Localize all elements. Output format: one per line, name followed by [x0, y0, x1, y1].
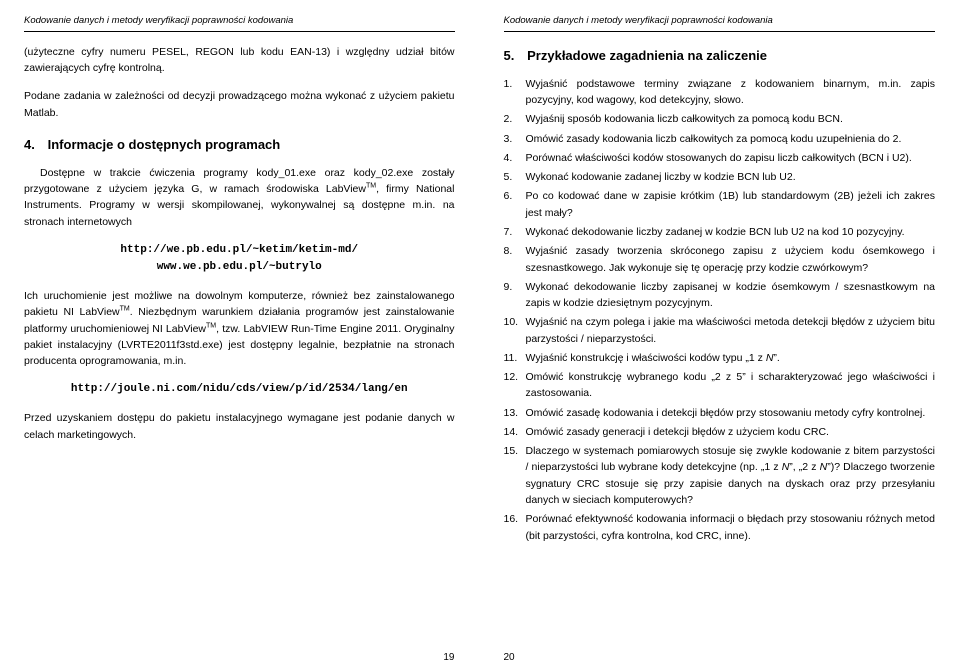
question-number: 2.	[504, 111, 524, 127]
tm-sup: TM	[206, 322, 216, 329]
question-item: 8.Wyjaśnić zasady tworzenia skróconego z…	[526, 243, 936, 276]
question-number: 13.	[504, 405, 524, 421]
question-item: 14.Omówić zasady generacji i detekcji bł…	[526, 424, 936, 440]
url-1: http://we.pb.edu.pl/~ketim/ketim-md/	[24, 242, 455, 259]
question-item: 12.Omówić konstrukcję wybranego kodu „2 …	[526, 369, 936, 402]
question-text: Omówić zasadę kodowania i detekcji błędó…	[526, 407, 926, 419]
lead-para: Podane zadania w zależności od decyzji p…	[24, 88, 455, 121]
question-text: Wykonać dekodowanie liczby zapisanej w k…	[526, 281, 936, 309]
top-continuation-para: (użyteczne cyfry numeru PESEL, REGON lub…	[24, 44, 455, 77]
question-number: 3.	[504, 131, 524, 147]
question-item: 13.Omówić zasadę kodowania i detekcji bł…	[526, 405, 936, 421]
question-text: Wyjaśnić zasady tworzenia skróconego zap…	[526, 245, 936, 273]
question-item: 7.Wykonać dekodowanie liczby zadanej w k…	[526, 224, 936, 240]
question-number: 16.	[504, 511, 524, 527]
question-item: 2.Wyjaśnij sposób kodowania liczb całkow…	[526, 111, 936, 127]
question-number: 12.	[504, 369, 524, 385]
section-4-p1: Dostępne w trakcie ćwiczenia programy ko…	[24, 165, 455, 230]
page-number-left: 19	[443, 650, 454, 666]
question-number: 5.	[504, 169, 524, 185]
section-5-heading: 5. Przykładowe zagadnienia na zaliczenie	[504, 46, 936, 66]
tm-sup: TM	[120, 306, 130, 313]
question-item: 1.Wyjaśnić podstawowe terminy związane z…	[526, 76, 936, 109]
question-item: 6.Po co kodować dane w zapisie krótkim (…	[526, 188, 936, 221]
page-right: Kodowanie danych i metody weryfikacji po…	[480, 0, 959, 671]
question-number: 1.	[504, 76, 524, 92]
question-list: 1.Wyjaśnić podstawowe terminy związane z…	[504, 76, 936, 544]
section-4-title: Informacje o dostępnych programach	[48, 137, 281, 152]
question-number: 14.	[504, 424, 524, 440]
question-text: Dlaczego w systemach pomiarowych stosuje…	[526, 445, 936, 506]
page-left: Kodowanie danych i metody weryfikacji po…	[0, 0, 480, 671]
question-number: 10.	[504, 314, 524, 330]
url-3: http://joule.ni.com/nidu/cds/view/p/id/2…	[24, 381, 455, 398]
question-text: Porównać efektywność kodowania informacj…	[526, 513, 936, 541]
question-text: Omówić zasady generacji i detekcji błędó…	[526, 426, 829, 438]
section-5-number: 5.	[504, 46, 524, 66]
question-text: Omówić zasady kodowania liczb całkowityc…	[526, 133, 902, 145]
question-number: 4.	[504, 150, 524, 166]
question-text: Wyjaśnić podstawowe terminy związane z k…	[526, 78, 936, 106]
question-number: 9.	[504, 279, 524, 295]
url-block-2: http://joule.ni.com/nidu/cds/view/p/id/2…	[24, 381, 455, 398]
question-number: 15.	[504, 443, 524, 459]
question-item: 5.Wykonać kodowanie zadanej liczby w kod…	[526, 169, 936, 185]
section-4-p3: Przed uzyskaniem dostępu do pakietu inst…	[24, 410, 455, 443]
question-item: 9.Wykonać dekodowanie liczby zapisanej w…	[526, 279, 936, 312]
url-block-1: http://we.pb.edu.pl/~ketim/ketim-md/ www…	[24, 242, 455, 276]
question-item: 3.Omówić zasady kodowania liczb całkowit…	[526, 131, 936, 147]
page-number-right: 20	[504, 650, 515, 666]
section-4-number: 4.	[24, 135, 44, 155]
url-2: www.we.pb.edu.pl/~butrylo	[24, 259, 455, 276]
question-text: Wykonać dekodowanie liczby zadanej w kod…	[526, 226, 905, 238]
question-number: 6.	[504, 188, 524, 204]
question-item: 11.Wyjaśnić konstrukcję i właściwości ko…	[526, 350, 936, 366]
question-item: 10.Wyjaśnić na czym polega i jakie ma wł…	[526, 314, 936, 347]
header-left: Kodowanie danych i metody weryfikacji po…	[24, 14, 455, 32]
question-text: Wyjaśnij sposób kodowania liczb całkowit…	[526, 113, 843, 125]
question-text: Omówić konstrukcję wybranego kodu „2 z 5…	[526, 371, 936, 399]
section-5-title: Przykładowe zagadnienia na zaliczenie	[527, 48, 767, 63]
question-text: Porównać właściwości kodów stosowanych d…	[526, 152, 912, 164]
tm-sup: TM	[366, 183, 376, 190]
header-right: Kodowanie danych i metody weryfikacji po…	[504, 14, 936, 32]
question-text: Wyjaśnić konstrukcję i właściwości kodów…	[526, 352, 780, 364]
section-4-p2: Ich uruchomienie jest możliwe na dowolny…	[24, 288, 455, 369]
question-text: Wyjaśnić na czym polega i jakie ma właśc…	[526, 316, 936, 344]
section-4-heading: 4. Informacje o dostępnych programach	[24, 135, 455, 155]
question-number: 11.	[504, 350, 524, 366]
question-item: 16.Porównać efektywność kodowania inform…	[526, 511, 936, 544]
question-number: 7.	[504, 224, 524, 240]
question-item: 4.Porównać właściwości kodów stosowanych…	[526, 150, 936, 166]
question-item: 15.Dlaczego w systemach pomiarowych stos…	[526, 443, 936, 508]
question-text: Wykonać kodowanie zadanej liczby w kodzi…	[526, 171, 796, 183]
question-text: Po co kodować dane w zapisie krótkim (1B…	[526, 190, 936, 218]
question-number: 8.	[504, 243, 524, 259]
